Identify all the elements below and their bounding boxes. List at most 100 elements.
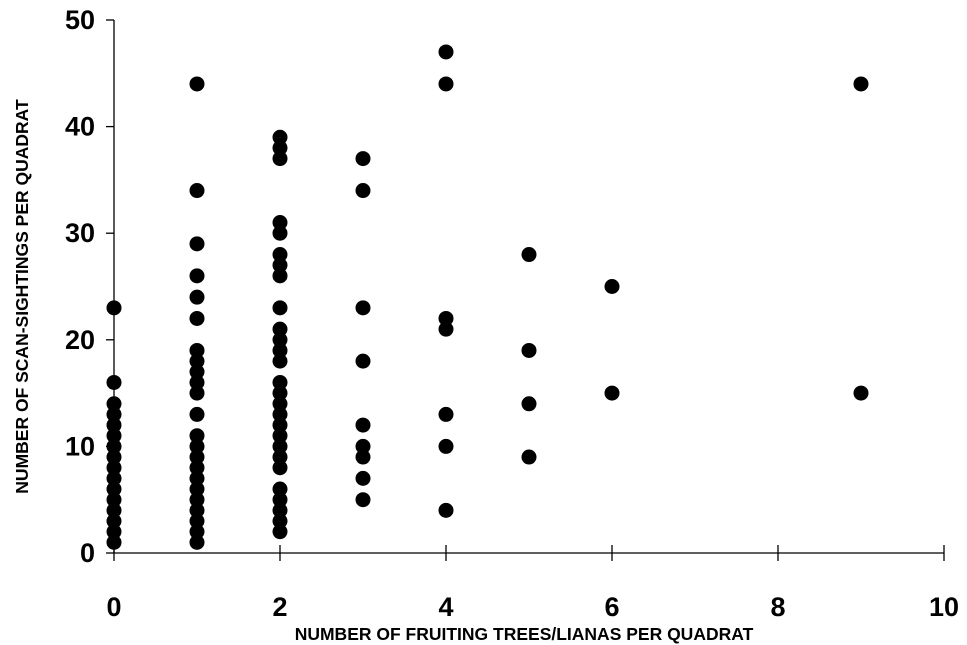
- data-point: [272, 129, 288, 145]
- x-tick-label: 4: [438, 592, 453, 622]
- data-point: [189, 76, 205, 92]
- data-point: [272, 396, 288, 412]
- y-ticks: 0 10 20 30 40 50: [65, 5, 114, 568]
- y-tick-label: 40: [65, 112, 95, 142]
- data-point: [521, 449, 537, 465]
- data-point: [272, 374, 288, 390]
- data-point: [189, 513, 205, 529]
- data-point: [355, 151, 371, 167]
- data-point: [355, 438, 371, 454]
- data-point: [106, 460, 122, 476]
- data-point: [272, 492, 288, 508]
- data-point: [106, 481, 122, 497]
- data-point: [272, 460, 288, 476]
- data-point: [853, 385, 869, 401]
- y-axis-label: NUMBER OF SCAN-SIGHTINGS PER QUADRAT: [12, 99, 32, 494]
- y-tick-label: 50: [65, 5, 95, 35]
- data-point: [272, 502, 288, 518]
- y-tick-label: 10: [65, 431, 95, 461]
- data-point: [106, 374, 122, 390]
- data-point: [106, 502, 122, 518]
- data-point: [106, 428, 122, 444]
- data-point: [106, 417, 122, 433]
- data-point: [106, 449, 122, 465]
- data-point: [189, 492, 205, 508]
- x-axis-label: NUMBER OF FRUITING TREES/LIANAS PER QUAD…: [295, 624, 754, 644]
- data-point: [604, 385, 620, 401]
- data-point: [272, 151, 288, 167]
- data-point: [189, 342, 205, 358]
- data-point: [272, 257, 288, 273]
- x-tick-label: 8: [770, 592, 785, 622]
- data-point: [106, 524, 122, 540]
- data-point: [189, 438, 205, 454]
- data-point: [189, 289, 205, 305]
- data-point: [272, 385, 288, 401]
- data-point: [272, 353, 288, 369]
- data-point: [438, 438, 454, 454]
- data-point: [272, 300, 288, 316]
- data-point: [272, 428, 288, 444]
- data-point: [438, 44, 454, 60]
- data-point: [853, 76, 869, 92]
- data-point: [521, 247, 537, 263]
- data-point: [355, 417, 371, 433]
- data-point: [189, 460, 205, 476]
- data-point: [272, 215, 288, 231]
- data-point: [521, 396, 537, 412]
- data-point: [438, 321, 454, 337]
- data-point: [272, 321, 288, 337]
- data-point: [106, 513, 122, 529]
- axes: [113, 20, 944, 554]
- data-point: [189, 183, 205, 199]
- data-point: [438, 310, 454, 326]
- x-tick-label: 10: [929, 592, 959, 622]
- data-point: [189, 428, 205, 444]
- y-tick-label: 30: [65, 218, 95, 248]
- data-point: [521, 342, 537, 358]
- y-tick-label: 20: [65, 325, 95, 355]
- data-point: [106, 534, 122, 550]
- data-point: [189, 534, 205, 550]
- data-point: [272, 438, 288, 454]
- data-point: [272, 481, 288, 497]
- data-point: [189, 268, 205, 284]
- x-ticks: 0 2 4 6 8 10: [106, 545, 959, 622]
- data-point: [355, 300, 371, 316]
- data-point: [355, 183, 371, 199]
- data-point: [106, 300, 122, 316]
- data-point: [604, 279, 620, 294]
- data-point: [272, 268, 288, 284]
- data-point: [189, 353, 205, 369]
- x-tick-label: 0: [106, 592, 121, 622]
- data-point: [272, 342, 288, 358]
- data-point: [189, 236, 205, 252]
- data-point: [272, 140, 288, 156]
- x-tick-label: 2: [272, 592, 287, 622]
- data-point: [272, 449, 288, 465]
- data-point: [355, 353, 371, 369]
- data-point: [106, 396, 122, 412]
- data-point: [189, 364, 205, 380]
- data-point: [272, 225, 288, 241]
- data-point: [189, 449, 205, 465]
- data-point: [189, 470, 205, 486]
- data-point: [189, 310, 205, 326]
- data-point: [189, 406, 205, 422]
- data-point: [438, 76, 454, 92]
- data-point: [272, 332, 288, 348]
- x-tick-label: 6: [604, 592, 619, 622]
- data-point: [189, 374, 205, 390]
- data-point: [272, 417, 288, 433]
- data-point: [189, 481, 205, 497]
- data-point: [189, 385, 205, 401]
- data-point: [355, 449, 371, 465]
- data-point: [106, 438, 122, 454]
- data-point: [272, 524, 288, 540]
- data-point: [189, 524, 205, 540]
- data-points: [106, 44, 869, 550]
- data-point: [272, 247, 288, 263]
- data-point: [438, 406, 454, 422]
- data-point: [106, 492, 122, 508]
